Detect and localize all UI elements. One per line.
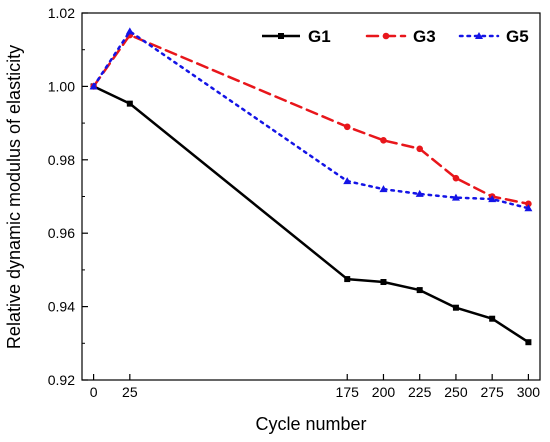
x-tick-label: 275 [480,384,504,400]
x-axis-title: Cycle number [255,414,366,434]
x-axis: 0 25 175 200 225 250 275 300 [90,374,541,400]
series-line [93,85,530,344]
data-point [126,100,133,107]
y-tick-label: 1.00 [48,78,75,94]
data-point [488,195,497,203]
x-tick-label: 25 [122,384,138,400]
data-point [416,145,424,153]
series-layer [89,27,533,346]
legend-label: G5 [506,27,529,46]
data-point [89,82,98,90]
legend: G1 G3 G5 [262,27,529,46]
x-tick-label: 175 [336,384,360,400]
data-point [343,177,352,185]
series-g1 [90,83,532,346]
series-line [92,30,530,210]
data-point [525,200,532,208]
y-tick-label: 0.98 [48,152,75,168]
x-tick-label: 250 [444,384,468,400]
y-axis: 0.92 0.94 0.96 0.98 1.00 1.02 [48,5,88,388]
data-point [451,193,460,201]
y-tick-label: 0.96 [48,225,75,241]
x-tick-label: 0 [90,384,98,400]
y-tick-label: 1.02 [48,5,75,21]
x-tick-label: 225 [408,384,432,400]
data-point [278,33,284,39]
series-line [92,33,530,206]
data-point [415,189,424,197]
plot-frame [81,12,541,381]
series-g3 [90,31,532,208]
legend-label: G3 [413,27,436,46]
data-point [489,315,496,322]
data-point [524,204,533,212]
y-axis-title: Relative dynamic modulus of elasticity [4,45,24,349]
data-point [344,276,351,283]
y-tick-label: 0.94 [48,299,75,315]
data-point [343,123,351,131]
legend-label: G1 [308,27,331,46]
data-point [380,279,387,286]
data-point [452,174,460,182]
data-point [452,304,459,311]
data-point [379,185,388,193]
series-g5 [89,27,533,212]
x-tick-label: 200 [372,384,396,400]
data-point [525,339,532,346]
data-point [382,32,390,40]
data-point [380,137,387,144]
x-tick-label: 300 [517,384,541,400]
y-tick-label: 0.92 [48,372,75,388]
data-point [125,27,134,35]
data-point [416,287,423,294]
data-point [475,32,483,39]
